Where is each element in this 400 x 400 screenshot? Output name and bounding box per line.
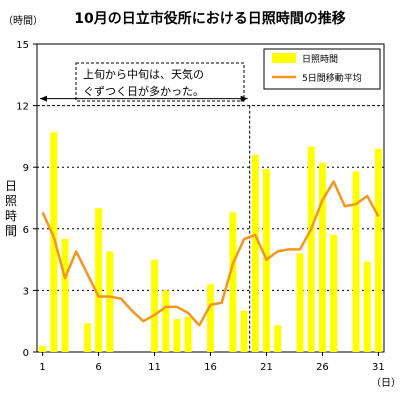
annotation-line-1: 上旬から中旬は、天気の	[83, 67, 204, 81]
moving-average-line	[41, 180, 380, 327]
bar	[229, 212, 237, 352]
bar	[363, 261, 371, 352]
x-tick-label: 21	[260, 362, 273, 373]
annotation-arrow	[40, 95, 248, 102]
bar	[251, 154, 259, 352]
y-axis: 0 3 6 9 12 15	[16, 40, 37, 359]
annotation-line-2: ぐずつく日が多かった。	[83, 84, 204, 98]
y-tick-label: 6	[23, 225, 29, 236]
bar	[61, 239, 69, 352]
y-unit-label: （時間）	[3, 15, 43, 27]
y-tick-label: 0	[23, 348, 29, 359]
y-axis-title: 日照時間	[5, 179, 17, 238]
bar	[240, 310, 248, 352]
legend-frame	[263, 48, 381, 90]
bar	[50, 132, 58, 352]
bar	[274, 325, 282, 352]
bar	[207, 284, 214, 352]
bar	[106, 251, 114, 352]
legend: 日照時間 5日間移動平均	[263, 48, 381, 90]
chart-title: 10月の日立市役所における日照時間の推移	[74, 10, 345, 27]
bar	[296, 253, 304, 352]
x-tick-label: 16	[204, 362, 217, 373]
svg-text:日照時間: 日照時間	[5, 179, 17, 238]
bar	[307, 146, 315, 352]
x-tick-label: 1	[39, 362, 45, 373]
y-tick-label: 3	[23, 286, 29, 297]
legend-label-bar: 日照時間	[302, 54, 338, 65]
x-tick-label: 31	[372, 362, 385, 373]
bar	[374, 148, 382, 352]
bar	[173, 319, 181, 352]
bar	[83, 323, 91, 352]
bar	[39, 345, 47, 352]
annotation-box: 上旬から中旬は、天気の ぐずつく日が多かった。	[75, 62, 245, 102]
legend-swatch-bar	[272, 53, 296, 63]
bar	[162, 290, 170, 352]
y-tick-label: 9	[23, 163, 29, 174]
legend-label-line: 5日間移動平均	[302, 72, 362, 84]
y-tick-label: 12	[16, 102, 29, 113]
bar	[184, 317, 192, 352]
bar	[95, 208, 103, 352]
bar	[318, 163, 326, 352]
x-axis: 1 6 11 16 21 26 31	[39, 352, 385, 373]
x-unit-label: （日）	[371, 377, 400, 389]
y-tick-label: 15	[16, 40, 29, 51]
x-tick-label: 11	[148, 362, 161, 373]
x-tick-label: 6	[95, 362, 101, 373]
bar	[330, 234, 338, 352]
bar	[352, 171, 360, 352]
bar	[151, 259, 159, 352]
x-tick-label: 26	[316, 362, 329, 373]
